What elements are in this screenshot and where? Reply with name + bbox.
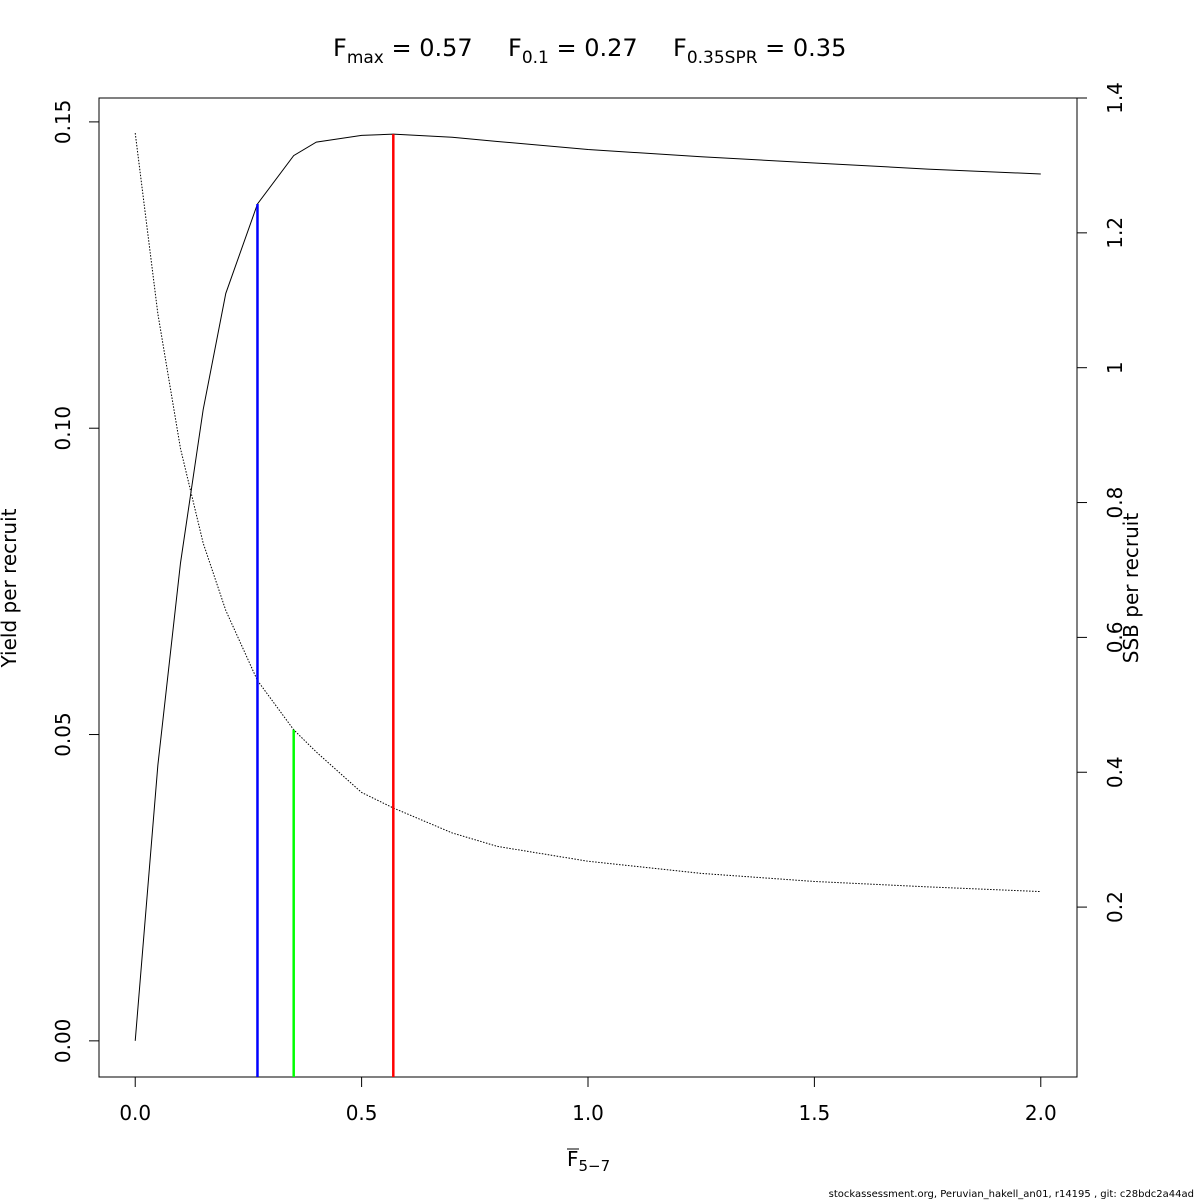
- title-rest: = 0.57: [384, 34, 473, 62]
- title-rest: = 0.35: [758, 34, 847, 62]
- title-main: F: [508, 34, 522, 62]
- x-tick-label: 1.0: [572, 1101, 604, 1125]
- y2-axis-title: SSB per recruit: [1119, 513, 1143, 664]
- title-sub: max: [347, 48, 384, 68]
- title-sub: 0.35SPR: [687, 48, 758, 68]
- y-tick-label: 0.10: [51, 406, 75, 451]
- x-tick-label: 1.5: [798, 1101, 830, 1125]
- title-rest: = 0.27: [549, 34, 638, 62]
- plot-frame: [98, 97, 1078, 1078]
- x-tick-label: 0.0: [119, 1101, 151, 1125]
- footer: stockassessment.org, Peruvian_hakell_an0…: [829, 1189, 1194, 1200]
- x-title-main: F: [567, 1147, 579, 1171]
- series-line: [134, 132, 1041, 893]
- x-title-sub: 5−7: [579, 1157, 611, 1175]
- y2-tick-label: 1: [1103, 361, 1127, 374]
- chart-title: F0.1 = 0.27: [508, 34, 638, 68]
- chart-title: F0.35SPR = 0.35: [673, 34, 846, 68]
- chart-title: Fmax = 0.57: [333, 34, 473, 68]
- x-tick-label: 0.5: [346, 1101, 378, 1125]
- y2-tick-label: 0.8: [1103, 487, 1127, 519]
- x-axis-title: F5−7: [567, 1147, 610, 1175]
- series-line: [134, 133, 1041, 1041]
- y2-tick-label: 0.2: [1103, 891, 1127, 923]
- y2-tick-label: 1.2: [1103, 217, 1127, 249]
- y-tick-label: 0.00: [51, 1019, 75, 1064]
- y-tick-label: 0.15: [51, 100, 75, 145]
- y2-tick-label: 0.4: [1103, 756, 1127, 788]
- title-sub: 0.1: [522, 48, 549, 68]
- y-axis-title: Yield per recruit: [0, 508, 21, 668]
- y2-tick-label: 1.4: [1103, 82, 1127, 114]
- title-main: F: [673, 34, 687, 62]
- y-tick-label: 0.05: [51, 712, 75, 757]
- y2-tick-label: 0.6: [1103, 621, 1127, 653]
- x-tick-label: 2.0: [1025, 1101, 1057, 1125]
- title-main: F: [333, 34, 347, 62]
